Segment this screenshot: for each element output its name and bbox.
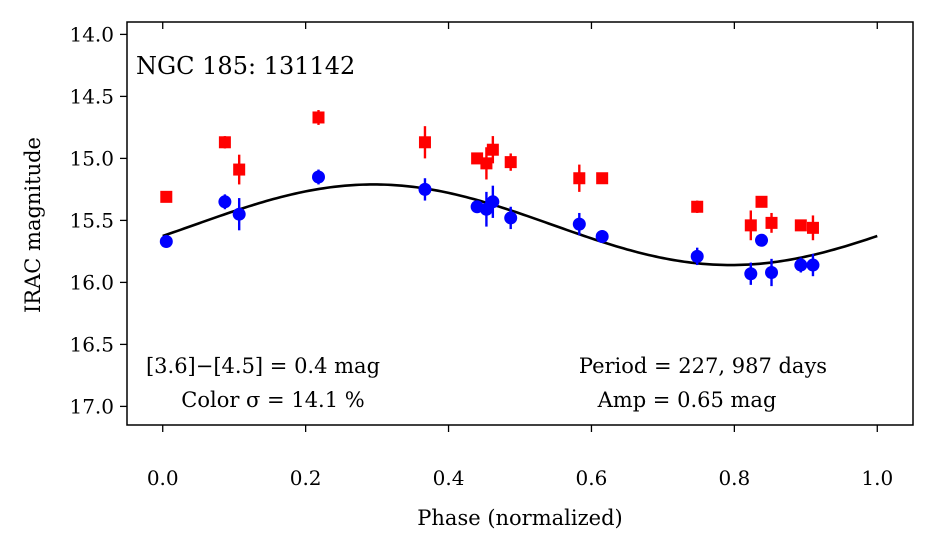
y-tick-label: 16.5 <box>69 332 114 356</box>
x-tick-label: 0.2 <box>290 466 322 490</box>
data-point-circle <box>806 258 820 272</box>
data-point-square <box>504 156 517 169</box>
data-point-circle <box>218 195 232 209</box>
y-tick-label: 15.5 <box>69 208 114 232</box>
data-point-square <box>471 152 484 165</box>
data-point-circle <box>755 233 769 247</box>
data-point-square <box>806 221 819 234</box>
model-curve-layer <box>162 183 878 267</box>
data-point-square <box>573 172 586 185</box>
data-point-square <box>691 200 704 213</box>
data-point-square <box>755 195 768 208</box>
y-tick-label: 14.5 <box>69 84 114 108</box>
x-tick-label: 0.4 <box>433 466 465 490</box>
data-point-circle <box>232 207 246 221</box>
x-axis-label: Phase (normalized) <box>417 506 622 530</box>
blue-series <box>159 169 820 287</box>
data-point-circle <box>504 211 518 225</box>
data-point-square <box>596 172 609 185</box>
data-point-square <box>233 163 246 176</box>
data-point-square <box>794 219 807 232</box>
chart-title: NGC 185: 131142 <box>136 52 355 80</box>
data-point-square <box>418 136 431 149</box>
data-point-circle <box>159 234 173 248</box>
period-annotation: Period = 227, 987 days <box>579 354 827 378</box>
data-point-circle <box>595 230 609 244</box>
data-point-square <box>765 216 778 229</box>
data-point-circle <box>794 258 808 272</box>
data-point-square <box>312 111 325 124</box>
data-point-circle <box>486 195 500 209</box>
data-point-circle <box>418 182 432 196</box>
x-tick-label: 0.0 <box>147 466 179 490</box>
data-point-square <box>486 143 499 156</box>
data-points-layer <box>159 110 820 287</box>
plot-area <box>127 22 913 425</box>
y-tick-label: 16.0 <box>69 270 114 294</box>
y-axis-label: IRAC magnitude <box>21 137 45 313</box>
data-point-square <box>744 219 757 232</box>
data-point-circle <box>572 217 586 231</box>
red-series <box>160 110 819 241</box>
color-sigma-annotation: Color σ = 14.1 % <box>181 388 364 412</box>
x-tick-label: 0.8 <box>718 466 750 490</box>
model-sine-curve <box>162 183 878 267</box>
data-point-square <box>480 157 493 170</box>
data-point-circle <box>311 170 325 184</box>
y-axis: 14.0 14.5 15.0 15.5 16.0 16.5 17.0 <box>69 22 127 418</box>
x-axis: 0.0 0.2 0.4 0.6 0.8 1.0 <box>147 22 893 490</box>
y-tick-label: 17.0 <box>69 394 114 418</box>
plot-frame <box>126 21 914 426</box>
y-tick-label: 14.0 <box>69 22 114 46</box>
y-tick-label: 15.0 <box>69 146 114 170</box>
x-tick-label: 1.0 <box>861 466 893 490</box>
color-annotation: [3.6]−[4.5] = 0.4 mag <box>146 354 380 378</box>
data-point-circle <box>765 265 779 279</box>
data-point-circle <box>690 249 704 263</box>
data-point-circle <box>744 267 758 281</box>
data-point-square <box>160 190 173 203</box>
x-tick-label: 0.6 <box>576 466 608 490</box>
amplitude-annotation: Amp = 0.65 mag <box>597 388 777 412</box>
data-point-square <box>218 136 231 149</box>
